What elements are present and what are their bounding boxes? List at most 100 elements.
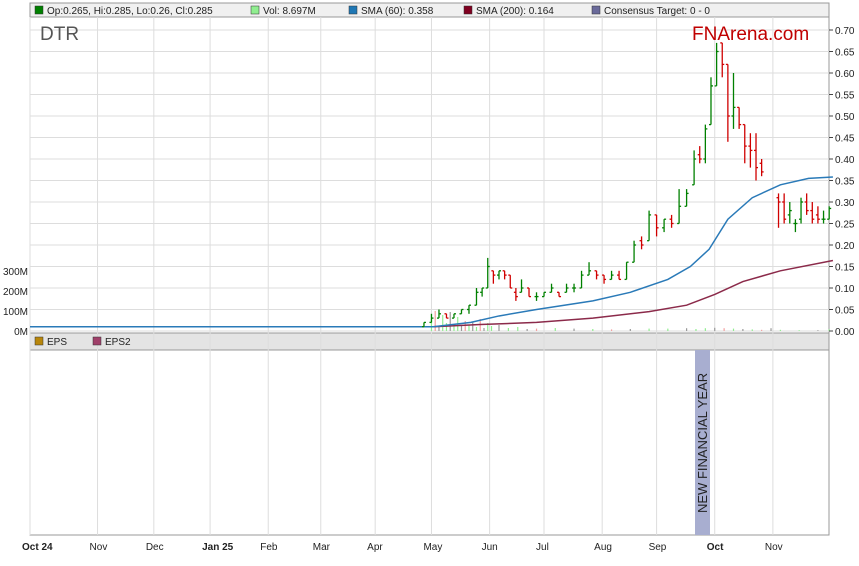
- ohlc-bar: [827, 206, 832, 220]
- ohlc-bar: [703, 124, 708, 164]
- ohlc-bar: [421, 321, 426, 328]
- ohlc-bar: [480, 287, 485, 297]
- legend-swatch: [34, 5, 44, 15]
- ohlc-bar: [737, 106, 742, 129]
- ohlc-bar: [466, 304, 471, 314]
- ohlc-bar: [587, 262, 592, 276]
- eps-legend-bar: [29, 332, 830, 351]
- ohlc-bar: [742, 123, 747, 164]
- x-tick-label: Mar: [313, 542, 331, 553]
- legend-label: Vol: 8.697M: [263, 6, 316, 17]
- eps-legend-swatch: [92, 336, 102, 346]
- y-tick-label: 0.45: [835, 134, 855, 145]
- ohlc-bar: [474, 288, 479, 306]
- new-financial-year-label: NEW FINANCIAL YEAR: [695, 373, 710, 513]
- ohlc-bar: [787, 202, 792, 224]
- ohlc-bar: [508, 274, 513, 289]
- y-tick-label: 0.60: [835, 69, 855, 80]
- ohlc-bar: [754, 133, 759, 181]
- ohlc-bar: [451, 313, 456, 319]
- y-tick-label: 0.65: [835, 48, 855, 59]
- ohlc-bar: [697, 146, 702, 164]
- ohlc-bar: [720, 42, 725, 78]
- sma60-line: [30, 176, 833, 328]
- y-tick-label: 0.25: [835, 220, 855, 231]
- ohlc-bar: [527, 287, 532, 298]
- ohlc-bar: [624, 261, 629, 281]
- y-tick-label: 0.20: [835, 241, 855, 252]
- ohlc-bar: [459, 308, 464, 315]
- eps-legend-label: EPS2: [105, 337, 131, 348]
- volume-tick-label: 100M: [3, 307, 28, 318]
- legend-swatch: [250, 5, 260, 15]
- x-tick-label: Oct: [707, 542, 724, 553]
- legend-label: SMA (60): 0.358: [361, 6, 434, 17]
- x-tick-label: Aug: [594, 542, 612, 553]
- ohlc-bar: [617, 270, 622, 281]
- y-tick-label: 0.00: [835, 327, 855, 338]
- legend-swatch: [591, 5, 601, 15]
- ohlc-bar: [534, 292, 539, 301]
- ticker-label: DTR: [40, 24, 79, 45]
- ohlc-bar: [429, 313, 434, 324]
- sma200-line: [30, 259, 834, 328]
- ohlc-bar: [799, 197, 804, 224]
- legend-label: Op:0.265, Hi:0.285, Lo:0.26, Cl:0.285: [47, 6, 213, 17]
- y-tick-label: 0.35: [835, 177, 855, 188]
- ohlc-bar: [549, 283, 554, 293]
- y-tick-label: 0.55: [835, 91, 855, 102]
- legend-label: Consensus Target: 0 - 0: [604, 6, 710, 17]
- y-tick-label: 0.30: [835, 198, 855, 209]
- legend-label: SMA (200): 0.164: [476, 6, 554, 17]
- x-tick-label: Jan 25: [202, 542, 234, 553]
- ohlc-bar: [542, 291, 547, 298]
- y-tick-label: 0.40: [835, 155, 855, 166]
- new-financial-year-marker: [695, 350, 710, 535]
- y-tick-label: 0.10: [835, 284, 855, 295]
- ohlc-bar: [692, 150, 697, 186]
- ohlc-bar: [564, 283, 569, 293]
- ohlc-bar: [436, 309, 441, 319]
- x-tick-label: Nov: [765, 542, 783, 553]
- y-tick-label: 0.15: [835, 263, 855, 274]
- ohlc-bar: [815, 206, 820, 224]
- ohlc-bar: [748, 133, 753, 168]
- x-tick-label: Oct 24: [22, 542, 53, 553]
- ohlc-bar: [677, 189, 682, 225]
- brand-logo: FNArena.com: [692, 24, 809, 45]
- ohlc-bar: [491, 270, 496, 284]
- ohlc-bar: [519, 279, 524, 293]
- x-tick-label: May: [423, 542, 442, 553]
- ohlc-bar: [513, 288, 518, 301]
- ohlc-bar: [725, 63, 730, 142]
- x-tick-label: Sep: [649, 542, 667, 553]
- ohlc-bar: [557, 291, 562, 298]
- volume-tick-label: 0M: [14, 327, 28, 338]
- ohlc-bar: [497, 270, 501, 280]
- eps-legend-swatch: [34, 336, 44, 346]
- x-tick-label: Jun: [482, 542, 498, 553]
- x-tick-label: Feb: [260, 542, 278, 553]
- ohlc-bar: [572, 283, 577, 293]
- ohlc-bar: [810, 202, 815, 224]
- ohlc-bar: [669, 214, 674, 228]
- ohlc-bar: [759, 159, 764, 177]
- eps-legend-label: EPS: [47, 337, 67, 348]
- ohlc-bar: [485, 257, 490, 289]
- ohlc-bar: [821, 210, 826, 224]
- ohlc-bar: [654, 214, 659, 237]
- ohlc-bar: [647, 210, 652, 242]
- ohlc-bar: [731, 73, 736, 129]
- y-tick-label: 0.70: [835, 26, 855, 37]
- ohlc-bar: [444, 313, 449, 319]
- y-tick-label: 0.50: [835, 112, 855, 123]
- x-tick-label: Dec: [146, 542, 164, 553]
- ohlc-bar: [662, 218, 667, 233]
- ohlc-bar: [502, 270, 507, 280]
- ohlc-bar: [594, 270, 599, 280]
- ohlc-bar: [579, 270, 584, 289]
- legend-swatch: [463, 5, 473, 15]
- ohlc-bar: [714, 42, 719, 87]
